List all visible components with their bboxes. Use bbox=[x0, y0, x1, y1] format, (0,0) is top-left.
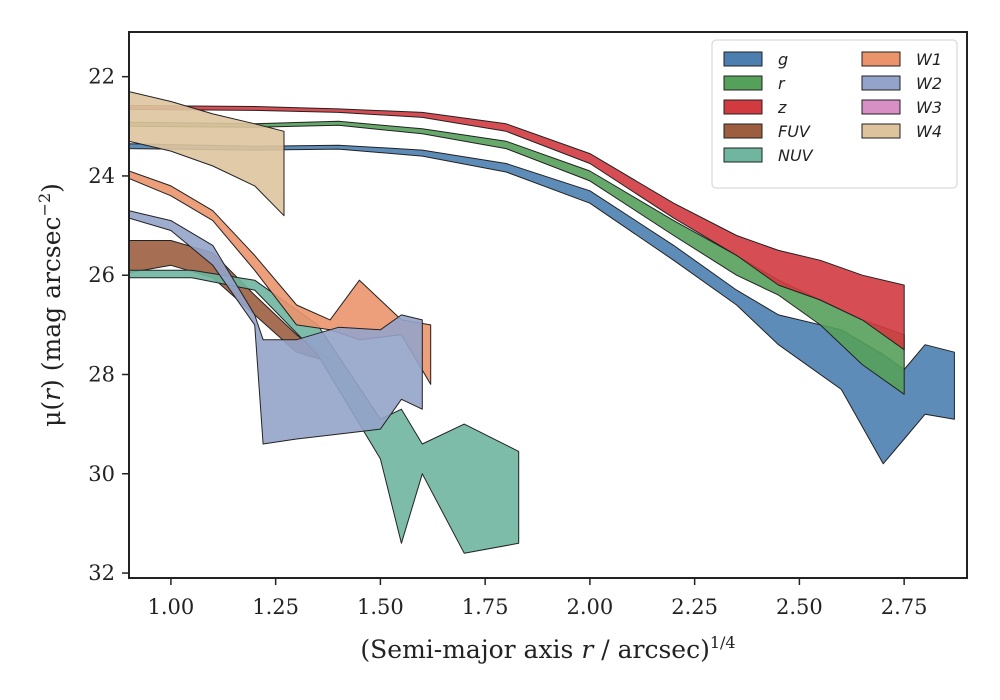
x-tick-label: 1.75 bbox=[462, 595, 509, 619]
y-tick-label: 28 bbox=[88, 362, 115, 386]
y-tick-label: 26 bbox=[88, 263, 115, 287]
band-w4 bbox=[129, 91, 285, 217]
band-r bbox=[129, 120, 905, 395]
legend-label: NUV bbox=[778, 146, 814, 165]
legend-label: g bbox=[778, 50, 788, 69]
legend-swatch bbox=[861, 75, 901, 91]
x-tick-label: 2.00 bbox=[567, 595, 614, 619]
legend-label: W1 bbox=[916, 50, 942, 69]
band-w2 bbox=[129, 210, 423, 445]
legend-label: W3 bbox=[916, 98, 942, 117]
y-tick-label: 24 bbox=[88, 164, 115, 188]
legend-label: W2 bbox=[916, 74, 942, 93]
y-axis: 22 24 26 28 30 32 bbox=[88, 65, 129, 585]
y-tick-label: 30 bbox=[88, 462, 115, 486]
y-tick-label: 22 bbox=[88, 65, 115, 89]
legend-swatch bbox=[861, 51, 901, 67]
plot-frame bbox=[128, 31, 968, 579]
y-tick-label: 32 bbox=[88, 561, 115, 585]
band-g bbox=[129, 143, 955, 465]
legend-swatch bbox=[723, 51, 763, 67]
x-axis: 1.00 1.25 1.50 1.75 2.00 2.25 2.50 2.75 bbox=[148, 578, 928, 619]
x-tick-label: 2.75 bbox=[881, 595, 928, 619]
x-tick-label: 1.25 bbox=[252, 595, 299, 619]
x-tick-label: 1.50 bbox=[357, 595, 404, 619]
legend-label: r bbox=[778, 74, 786, 93]
legend-swatch bbox=[723, 99, 763, 115]
bands-layer bbox=[129, 91, 955, 554]
legend-swatch bbox=[861, 123, 901, 139]
x-tick-label: 2.50 bbox=[776, 595, 823, 619]
legend-swatch bbox=[723, 75, 763, 91]
legend-label: z bbox=[777, 98, 787, 117]
x-tick-label: 1.00 bbox=[148, 595, 195, 619]
legend-swatch bbox=[723, 147, 763, 163]
legend-label: W4 bbox=[916, 122, 942, 141]
legend-swatch bbox=[861, 99, 901, 115]
band-z bbox=[129, 105, 905, 351]
legend-label: FUV bbox=[778, 122, 811, 141]
legend-swatch bbox=[723, 123, 763, 139]
legend: grz FUV NUV W1 W2 W3 W4 bbox=[711, 39, 958, 189]
x-tick-label: 2.25 bbox=[671, 595, 718, 619]
y-axis-label: μ(r) (mag arcsec−2) bbox=[35, 183, 66, 427]
x-axis-label: (Semi-major axis r / arcsec)1/4 bbox=[360, 633, 735, 664]
